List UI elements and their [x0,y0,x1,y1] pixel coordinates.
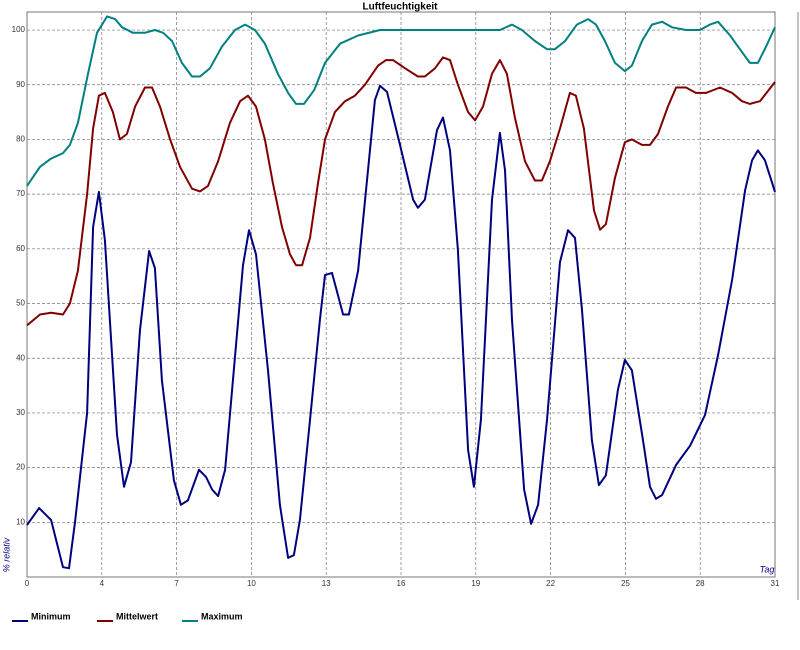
x-tick-label: 31 [771,579,780,588]
x-tick-label: 7 [174,579,179,588]
x-axis-label: Tag [760,564,775,574]
x-tick-label: 25 [621,579,630,588]
y-tick-label: 100 [12,25,26,34]
legend-label: Minimum [31,611,71,621]
series-line [26,56,776,327]
y-tick-label: 30 [16,408,25,417]
x-tick-label: 28 [696,579,705,588]
legend-label: Mittelwert [116,611,158,621]
chart-title: Luftfeuchtigkeit [363,2,439,13]
x-tick-label: 4 [100,579,105,588]
x-tick-label: 10 [247,579,256,588]
series-line [26,15,776,187]
legend-label: Maximum [201,611,243,621]
y-tick-label: 90 [16,80,25,89]
x-tick-label: 0 [25,579,30,588]
x-tick-label: 19 [471,579,480,588]
series-line [26,84,776,570]
y-axis-label: % relativ [1,537,11,572]
y-tick-label: 10 [16,517,25,526]
x-tick-label: 22 [546,579,555,588]
y-tick-label: 70 [16,189,25,198]
y-tick-label: 80 [16,135,25,144]
y-tick-label: 60 [16,244,25,253]
x-tick-label: 13 [322,579,331,588]
y-tick-label: 20 [16,463,25,472]
y-tick-label: 50 [16,299,25,308]
x-tick-label: 16 [397,579,406,588]
y-tick-label: 40 [16,353,25,362]
